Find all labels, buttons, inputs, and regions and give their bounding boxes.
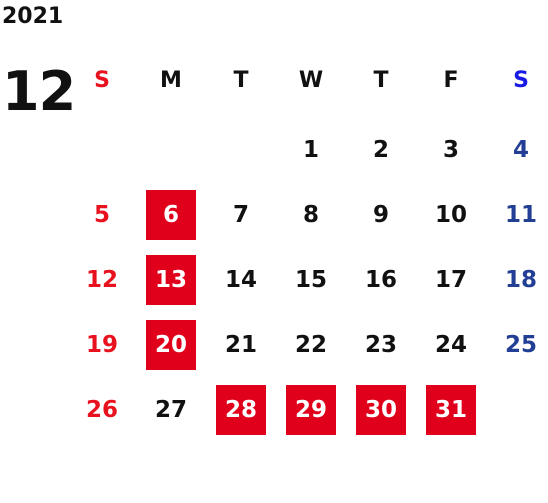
weekday-header: S (94, 67, 110, 93)
day-cell: 16 (364, 267, 397, 293)
day-cell: 4 (512, 137, 529, 163)
weekday-header: M (160, 67, 182, 93)
month-label: 12 (2, 60, 76, 123)
highlighted-day-cell: 29 (286, 385, 336, 435)
day-cell: 9 (372, 202, 389, 228)
day-cell: 24 (434, 332, 467, 358)
day-cell: 11 (504, 202, 537, 228)
day-cell: 10 (434, 202, 467, 228)
day-cell: 8 (302, 202, 319, 228)
day-cell: 12 (85, 267, 118, 293)
weekday-header: W (298, 67, 324, 93)
highlighted-day-cell: 28 (216, 385, 266, 435)
day-cell: 23 (364, 332, 397, 358)
weekday-header: S (513, 67, 529, 93)
day-cell: 14 (224, 267, 257, 293)
day-cell: 7 (232, 202, 249, 228)
day-cell: 22 (294, 332, 327, 358)
day-cell: 5 (93, 202, 110, 228)
highlighted-day-cell: 31 (426, 385, 476, 435)
day-cell: 19 (85, 332, 118, 358)
day-cell: 25 (504, 332, 537, 358)
day-cell: 3 (442, 137, 459, 163)
day-cell: 17 (434, 267, 467, 293)
weekday-header: T (373, 67, 389, 93)
day-cell: 26 (85, 397, 118, 423)
day-cell: 1 (302, 137, 319, 163)
day-cell: 2 (372, 137, 389, 163)
day-cell: 27 (154, 397, 187, 423)
year-label: 2021 (2, 4, 64, 29)
highlighted-day-cell: 6 (146, 190, 196, 240)
highlighted-day-cell: 13 (146, 255, 196, 305)
highlighted-day-cell: 20 (146, 320, 196, 370)
day-cell: 18 (504, 267, 537, 293)
day-cell: 21 (224, 332, 257, 358)
day-cell: 15 (294, 267, 327, 293)
weekday-header: F (443, 67, 459, 93)
weekday-header: T (233, 67, 249, 93)
highlighted-day-cell: 30 (356, 385, 406, 435)
